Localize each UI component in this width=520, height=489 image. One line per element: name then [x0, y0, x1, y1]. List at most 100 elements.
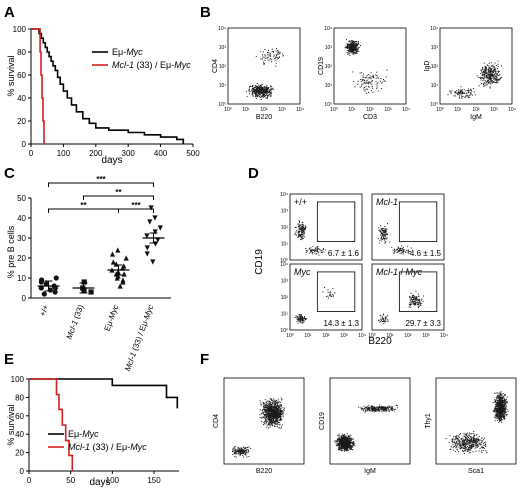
panel-f-plot-1-event	[338, 445, 340, 447]
panel-b-plot-2-event	[474, 94, 476, 96]
panel-f-plot-2-event	[503, 400, 505, 402]
panel-d-plot-3-event	[423, 295, 425, 297]
panel-f-plot-0-event	[270, 421, 272, 423]
panel-b-plot-1-event	[352, 50, 354, 51]
panel-d-plot-3-event	[419, 304, 421, 306]
panel-b-plot-0-event	[254, 87, 256, 88]
panel-d-plot-3-event	[417, 306, 419, 308]
panel-b-plot-1-event	[349, 47, 350, 49]
panel-e-xlabel: days	[89, 477, 110, 488]
panel-d-plot-3-event	[413, 300, 415, 302]
panel-b-plot-1-event	[352, 44, 354, 46]
panel-f-plot-1-event	[346, 437, 348, 439]
panel-d-plot-0-event	[317, 248, 319, 249]
panel-d-plot-1-event	[405, 251, 407, 253]
panel-d-plot-1-event	[399, 252, 401, 254]
panel-f-plot-2-event	[500, 399, 502, 401]
panel-b-plot-2-x-tick-label-1: 10¹	[454, 107, 462, 113]
panel-b-plot-1-event	[351, 52, 353, 54]
panel-f-plot-0-event	[268, 422, 270, 424]
panel-f-plot-0-event	[245, 449, 247, 451]
panel-d-plot-1-event	[386, 238, 387, 240]
panel-f-plot-2-event	[501, 409, 503, 410]
panel-d-plot-3-event	[383, 323, 385, 325]
panel-d-plot-1-event	[379, 239, 381, 241]
panel-b-plot-0-ylabel: CD4	[212, 59, 219, 73]
panel-d-plot-2-event	[301, 322, 303, 324]
panel-b-plot-2-event	[469, 96, 471, 98]
panel-b-plot-2-event	[484, 70, 486, 72]
panel-f-plot-2-event	[504, 415, 506, 417]
panel-b-plot-0-event	[275, 50, 277, 52]
panel-d-plot-1-event	[397, 246, 399, 248]
panel-b-plot-1-x-tick-label-1: 10¹	[348, 107, 356, 113]
panel-d-plot-0-event	[303, 232, 305, 234]
panel-b-plot-1-event	[355, 45, 357, 47]
panel-f-plot-0-event	[269, 416, 271, 418]
panel-f-plot-2-event	[496, 397, 498, 399]
panel-f-plot-0-event	[274, 408, 276, 410]
panel-d-plot-2-event	[305, 318, 307, 320]
panel-f-plot-2-event	[498, 396, 500, 398]
panel-b-plot-2-event	[489, 74, 491, 76]
panel-b-plot-0-event	[257, 88, 259, 90]
panel-b-plot-0-event	[274, 58, 275, 60]
panel-b-plot-2-event	[494, 67, 496, 69]
panel-d-plot-1-event	[381, 236, 382, 238]
panel-b-plot-1-event	[364, 90, 366, 92]
panel-f-plot-2-event	[505, 398, 507, 400]
panel-b-plot-1-event	[362, 76, 364, 78]
panel-f-plot-0-event	[275, 406, 277, 408]
panel-f-plot-2-event	[494, 406, 496, 408]
panel-f-plot-1-event	[344, 439, 346, 441]
panel-d-plot-2-y-tick-label-2: 10²	[281, 295, 289, 301]
panel-d-plot-2-x-tick-label-3: 10³	[340, 333, 348, 339]
panel-d-plot-0-event	[298, 230, 300, 232]
panel-f-plot-0-event	[283, 409, 285, 411]
panel-f-plot-0-event	[261, 417, 263, 419]
panel-f-plot-2-event	[460, 438, 462, 440]
panel-e-y-tick-label-0: 0	[20, 467, 25, 476]
panel-f-plot-2-event	[501, 406, 503, 408]
panel-f-plot-1-event	[341, 435, 343, 436]
panel-b-plot-2-event	[488, 68, 490, 70]
panel-b-plot-2-event	[489, 78, 491, 80]
panel-f-plot-0-event	[269, 409, 271, 411]
panel-f-plot-2-event	[503, 403, 505, 405]
panel-d-plot-3-event	[414, 304, 416, 305]
panel-f-plot-2-event	[494, 400, 496, 402]
panel-b-plot-1-event	[370, 78, 372, 80]
panel-b-plot-0-event	[261, 86, 262, 88]
panel-b-plot-1-event	[348, 41, 350, 43]
panel-d-plot-3-event	[415, 298, 417, 300]
panel-f-plot-1-event	[375, 409, 377, 411]
panel-f-plot-2-event	[463, 438, 465, 440]
panel-b-plot-1-y-tick-label-4: 10⁴	[324, 26, 332, 32]
panel-f-plot-0-event	[265, 408, 267, 410]
panel-f-plot-1-event	[345, 444, 347, 446]
panel-d-plot-1-event	[382, 233, 384, 235]
panel-f-plot-1-event	[389, 406, 391, 408]
panel-c-point-g2-5	[121, 271, 127, 277]
panel-d-plot-0-event	[313, 252, 315, 254]
panel-b-plot-0-event	[262, 86, 264, 88]
panel-d-plot-2-label: Myc	[294, 267, 311, 277]
panel-f-plot-0-event	[278, 413, 280, 415]
panel-b-plot-0-event	[268, 52, 270, 54]
panel-b-plot-0-event	[276, 48, 277, 50]
panel-b-plot-2-event	[497, 66, 499, 68]
panel-d-plot-3-event	[420, 299, 422, 301]
panel-c-y-tick-label-1: 10	[17, 274, 26, 283]
panel-f-plot-0-event	[241, 450, 243, 451]
panel-f-plot-0-event	[279, 423, 281, 425]
panel-f-plot-2-event	[498, 418, 500, 420]
panel-d-plot-1-event	[407, 249, 409, 251]
panel-a-series-line-1	[31, 28, 45, 144]
panel-f-plot-1-event	[334, 440, 336, 442]
panel-d-plot-3-event	[417, 304, 419, 306]
panel-d-plot-2-event	[300, 319, 302, 321]
panel-b-plot-1-event	[353, 44, 355, 46]
panel-e-y-tick-label-1: 20	[15, 449, 24, 458]
panel-f-plot-0-event	[276, 414, 278, 416]
panel-f-plot-0-event	[272, 422, 274, 424]
